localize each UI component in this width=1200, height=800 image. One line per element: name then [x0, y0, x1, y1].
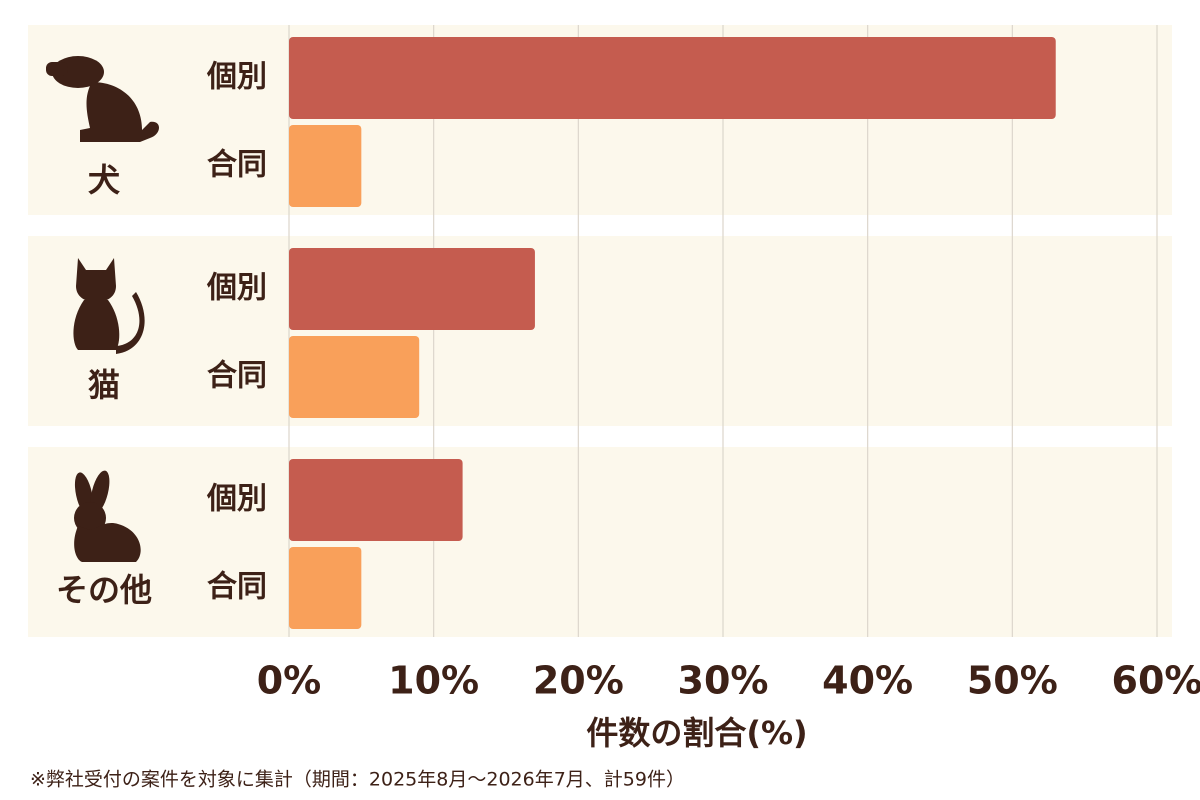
- series-label: 個別: [206, 482, 267, 517]
- x-tick-label: 0%: [257, 659, 322, 703]
- x-tick-label: 50%: [967, 659, 1058, 703]
- rabbit-icon: [74, 470, 141, 562]
- group-panel: [28, 236, 1172, 426]
- x-tick-label: 60%: [1112, 659, 1200, 703]
- series-label: 個別: [206, 271, 267, 306]
- footnote: ※弊社受付の案件を対象に集計（期間：2025年8月～2026年7月、計59件）: [30, 769, 685, 791]
- category-label: 犬: [88, 161, 120, 199]
- bar: [289, 547, 362, 629]
- group-panel: [28, 447, 1172, 637]
- category-label: 猫: [88, 366, 120, 404]
- bar: [289, 125, 362, 207]
- x-tick-label: 40%: [822, 659, 913, 703]
- x-tick-label: 10%: [388, 659, 479, 703]
- series-label: 合同: [207, 359, 267, 394]
- bar: [289, 459, 463, 541]
- series-label: 個別: [206, 60, 267, 95]
- x-tick-label: 20%: [533, 659, 624, 703]
- x-tick-label: 30%: [678, 659, 769, 703]
- bar: [289, 336, 420, 418]
- x-axis-label: 件数の割合(%): [586, 714, 807, 752]
- dog-icon: [46, 56, 159, 142]
- cat-icon: [73, 258, 145, 354]
- bar: [289, 37, 1056, 119]
- category-label: その他: [56, 571, 152, 609]
- series-label: 合同: [207, 570, 267, 605]
- series-label: 合同: [207, 148, 267, 183]
- bar: [289, 248, 535, 330]
